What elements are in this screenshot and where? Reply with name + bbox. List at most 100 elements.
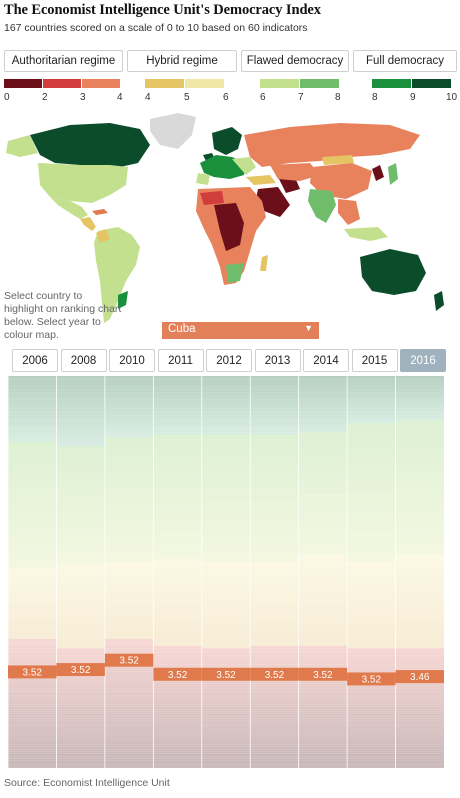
heatmap-cell <box>104 378 154 381</box>
heatmap-cell <box>56 376 105 379</box>
heatmap-cell <box>395 744 444 748</box>
heatmap-cell <box>8 714 57 717</box>
map-new-zealand[interactable] <box>434 291 444 311</box>
heatmap-cell <box>250 481 299 485</box>
map-indonesia[interactable] <box>344 227 388 241</box>
map-japan[interactable] <box>388 163 398 185</box>
heatmap-cell <box>201 699 251 703</box>
heatmap-cell <box>153 577 202 581</box>
map-eastern-europe[interactable] <box>232 157 256 175</box>
heatmap-cell <box>8 620 57 623</box>
heatmap-cell <box>153 397 202 400</box>
year-button-2006[interactable]: 2006 <box>12 349 58 372</box>
map-scandinavia[interactable] <box>212 127 242 155</box>
heatmap-cell <box>298 542 348 546</box>
map-russia[interactable] <box>244 123 420 167</box>
heatmap-cell <box>56 742 105 745</box>
heatmap-cell <box>8 469 57 473</box>
map-madagascar[interactable] <box>260 255 268 271</box>
year-button-2016[interactable]: 2016 <box>400 349 446 372</box>
heatmap-cell <box>395 690 444 694</box>
heatmap-cell <box>298 552 348 555</box>
category-button-1[interactable]: Hybrid regime <box>127 50 237 72</box>
year-button-2013[interactable]: 2013 <box>254 349 301 372</box>
year-button-2010[interactable]: 2010 <box>109 349 155 372</box>
heatmap-cell <box>8 699 57 703</box>
map-north-korea[interactable] <box>372 165 384 181</box>
map-usa[interactable] <box>38 163 128 203</box>
map-south-africa[interactable] <box>226 263 244 283</box>
world-map[interactable] <box>0 105 460 340</box>
map-india[interactable] <box>308 189 336 223</box>
year-button-2012[interactable]: 2012 <box>206 349 252 372</box>
map-south-america[interactable] <box>94 227 140 323</box>
heatmap-cell <box>395 589 444 593</box>
heatmap-cell <box>104 547 154 550</box>
heatmap-cell <box>298 697 348 701</box>
heatmap-cell <box>56 603 105 607</box>
heatmap-cell <box>201 509 251 513</box>
year-button-2011[interactable]: 2011 <box>157 349 204 372</box>
heatmap-cell <box>347 509 396 513</box>
heatmap-cell <box>298 714 348 717</box>
year-button-2015[interactable]: 2015 <box>351 349 398 372</box>
heatmap-cell <box>201 516 251 520</box>
heatmap-cell <box>201 408 251 412</box>
heatmap-cell <box>56 725 105 729</box>
heatmap-cell <box>298 685 348 689</box>
heatmap-cell <box>298 681 348 684</box>
heatmap-cell <box>56 528 105 532</box>
map-alaska[interactable] <box>6 135 38 157</box>
country-select[interactable]: Cuba ▼ <box>162 322 319 339</box>
heatmap-cell <box>347 408 396 412</box>
heatmap-cell <box>298 751 348 755</box>
year-button-2008[interactable]: 2008 <box>60 349 107 372</box>
world-map-svg[interactable] <box>0 105 460 340</box>
heatmap-cell <box>153 505 202 508</box>
map-southeast-asia[interactable] <box>338 199 360 225</box>
map-cuba[interactable] <box>92 209 108 215</box>
map-china[interactable] <box>310 163 372 199</box>
heatmap-cell <box>298 582 348 586</box>
map-iberia[interactable] <box>196 173 210 185</box>
heatmap-cell <box>153 476 202 480</box>
map-canada[interactable] <box>30 123 150 167</box>
heatmap-cell <box>8 629 57 633</box>
category-button-3[interactable]: Full democracy <box>353 50 457 72</box>
map-australia[interactable] <box>360 249 426 295</box>
heatmap-cell <box>8 530 57 534</box>
heatmap-cell <box>56 702 105 705</box>
category-button-0[interactable]: Authoritarian regime <box>4 50 123 72</box>
heatmap-cell <box>104 453 154 457</box>
map-central-africa[interactable] <box>214 203 244 251</box>
year-button-2014[interactable]: 2014 <box>303 349 349 372</box>
heatmap-cell <box>153 664 202 668</box>
heatmap-cell <box>298 735 348 738</box>
heatmap-cell <box>250 591 299 595</box>
map-central-asia[interactable] <box>270 163 320 181</box>
heatmap-cell <box>153 648 202 651</box>
heatmap-cell <box>56 690 105 694</box>
map-saudi-arabia[interactable] <box>256 187 290 217</box>
map-north-africa[interactable] <box>200 191 224 205</box>
heatmap-cell <box>153 376 202 379</box>
heatmap-cell <box>395 523 444 527</box>
map-venezuela[interactable] <box>96 229 110 243</box>
heatmap-cell <box>347 481 396 485</box>
heatmap-cell <box>250 706 299 710</box>
heatmap-cell <box>8 556 57 560</box>
heatmap-cell <box>298 648 348 651</box>
map-turkey[interactable] <box>246 175 276 185</box>
map-uruguay[interactable] <box>118 291 128 309</box>
heatmap-cell <box>56 523 105 527</box>
map-greenland[interactable] <box>150 113 196 149</box>
map-mongolia[interactable] <box>322 155 354 165</box>
heatmap-cell <box>8 552 57 555</box>
heatmap-cell <box>250 507 299 510</box>
heatmap-cell <box>395 638 444 642</box>
heatmap-cell <box>347 559 396 562</box>
map-mexico[interactable] <box>50 197 88 219</box>
map-central-america[interactable] <box>80 217 96 231</box>
category-button-2[interactable]: Flawed democracy <box>241 50 349 72</box>
heatmap-cell <box>104 678 154 682</box>
